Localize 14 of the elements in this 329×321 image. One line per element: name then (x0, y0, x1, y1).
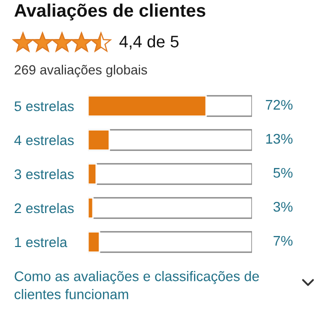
y-tick-label: 1 estrela (15, 236, 68, 248)
y-tick-label: 2 estrelas (14, 202, 74, 214)
y-tick-label: 3 estrelas (14, 168, 74, 180)
data-label: 72% (266, 100, 293, 110)
chart-title: Avaliações de clientes (14, 4, 206, 20)
chart-subtitle: 269 avaliações globais (14, 64, 148, 78)
text: Como as avaliações e classificações de clientes funcionam (14, 271, 259, 300)
y-tick-label: 5 estrelas (14, 100, 74, 112)
data-label: 5% (273, 168, 293, 178)
data-label: 3% (273, 202, 293, 212)
y-tick-label: 4 estrelas (14, 134, 74, 146)
data-label: 13% (266, 134, 293, 144)
text: 4,4 de 5 (119, 35, 179, 50)
data-label: 7% (274, 236, 293, 246)
